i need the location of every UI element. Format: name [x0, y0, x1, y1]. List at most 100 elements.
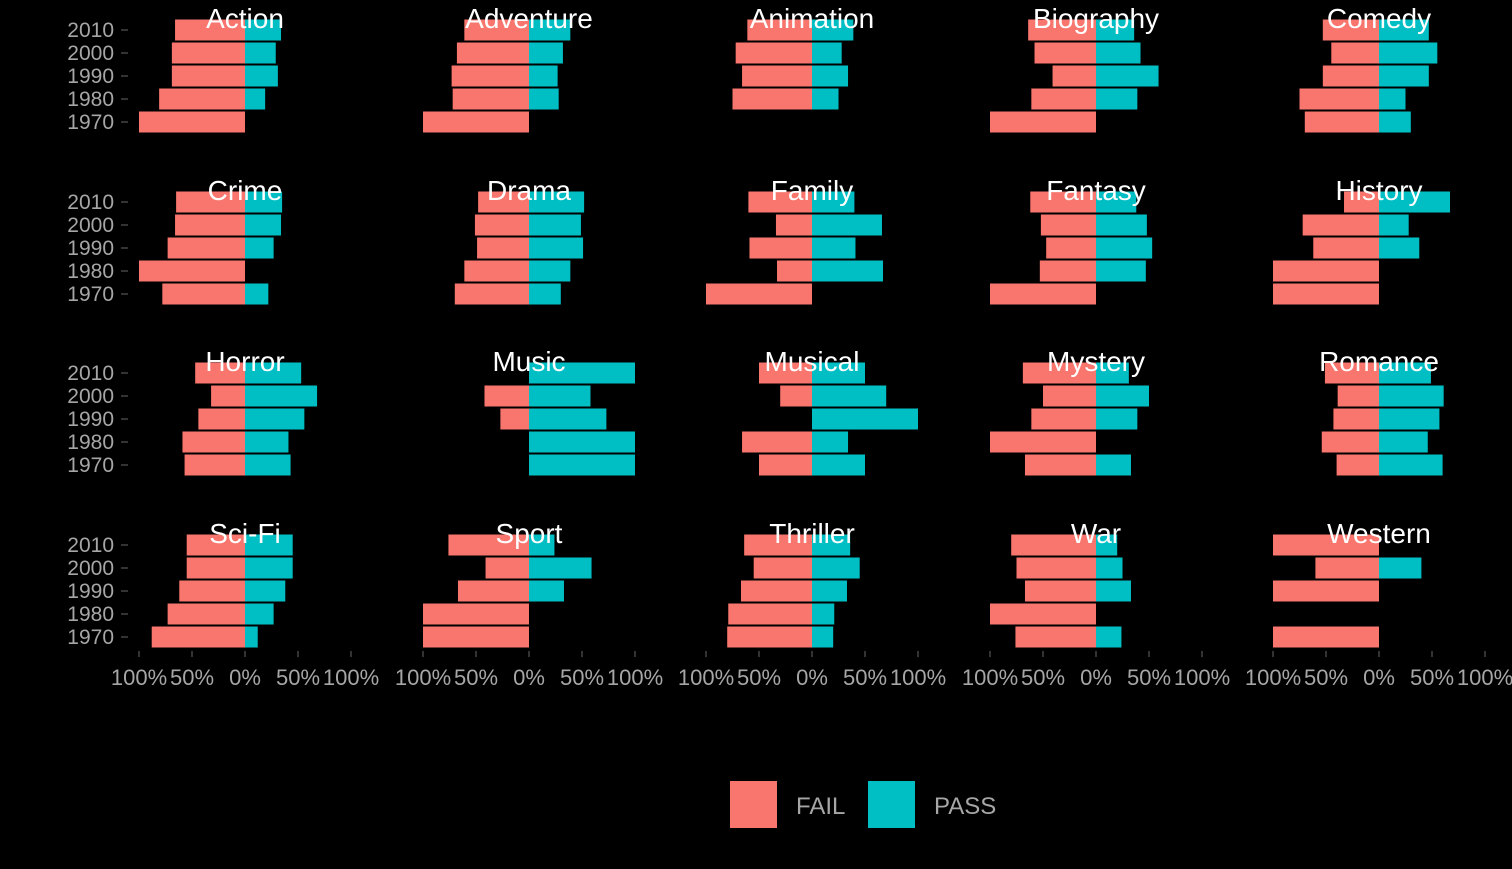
x-tick-label: 50% — [1410, 665, 1454, 690]
fail-bar — [1043, 385, 1096, 407]
facet-title: Sport — [496, 518, 563, 549]
fail-bar — [1273, 626, 1379, 648]
fail-bar — [1322, 65, 1379, 87]
pass-bar — [529, 454, 635, 476]
legend-key — [730, 781, 777, 828]
x-tick-label: 50% — [843, 665, 887, 690]
y-tick-label: 2010 — [67, 534, 114, 557]
fail-bar — [195, 362, 245, 384]
pass-bar — [529, 408, 607, 430]
y-tick-label: 1970 — [67, 454, 114, 477]
fail-bar — [1331, 42, 1379, 64]
fail-bar — [451, 65, 529, 87]
fail-bar — [478, 191, 529, 213]
pass-bar — [812, 237, 856, 259]
facet-title: Action — [206, 3, 284, 34]
pass-bar — [529, 580, 564, 602]
facet-panel-western: Western — [1273, 518, 1431, 648]
fail-bar — [1022, 362, 1096, 384]
pass-bar — [245, 431, 289, 453]
fail-bar — [742, 65, 812, 87]
pass-bar — [529, 557, 592, 579]
fail-bar — [1039, 260, 1096, 282]
x-tick-label: 50% — [276, 665, 320, 690]
fail-bar — [744, 534, 812, 556]
y-tick-label: 1990 — [67, 580, 114, 603]
fail-bar — [500, 408, 529, 430]
fail-bar — [167, 237, 245, 259]
fail-bar — [423, 111, 529, 133]
pass-bar — [245, 42, 276, 64]
y-tick-label: 2000 — [67, 385, 114, 408]
pass-bar — [245, 385, 318, 407]
fail-bar — [990, 431, 1096, 453]
pass-bar — [1379, 362, 1431, 384]
fail-bar — [1273, 534, 1379, 556]
x-tick-label: 100% — [323, 665, 379, 690]
x-tick-label: 50% — [1021, 665, 1065, 690]
fail-bar — [1324, 362, 1379, 384]
x-tick-label: 100% — [1245, 665, 1301, 690]
fail-bar — [1040, 214, 1096, 236]
facet-panel-sport: Sport — [423, 518, 592, 648]
x-axis-col-2: 100% 50% 0% 50% 100% — [395, 651, 663, 690]
pass-bar — [1096, 626, 1122, 648]
fail-bar — [780, 385, 812, 407]
fail-bar — [211, 385, 245, 407]
x-axis-col-1: 100% 50% 0% 50% 100% — [111, 651, 379, 690]
pass-bar — [1096, 260, 1146, 282]
fail-bar — [139, 260, 245, 282]
fail-bar — [423, 603, 529, 625]
y-tick-label: 1980 — [67, 603, 114, 626]
pass-bar — [1096, 534, 1118, 556]
facet-title: Mystery — [1047, 346, 1145, 377]
x-axis-col-5: 100% 50% 0% 50% 100% — [1245, 651, 1512, 690]
x-tick-label: 50% — [1304, 665, 1348, 690]
fail-bar — [1344, 191, 1379, 213]
pass-bar — [1096, 88, 1138, 110]
facet-panel-musical: Musical — [742, 346, 918, 476]
pass-bar — [812, 557, 860, 579]
fail-bar — [484, 385, 529, 407]
legend-key — [868, 781, 915, 828]
pass-bar — [245, 362, 302, 384]
fail-bar — [171, 65, 245, 87]
x-tick-label: 50% — [737, 665, 781, 690]
legend-item-fail: FAIL — [730, 781, 845, 828]
fail-bar — [732, 88, 812, 110]
pass-bar — [529, 534, 555, 556]
fail-bar — [448, 534, 529, 556]
facet-panel-romance: Romance — [1319, 346, 1444, 476]
pass-bar — [245, 65, 278, 87]
facet-title: Family — [771, 175, 853, 206]
x-tick-label: 50% — [454, 665, 498, 690]
facet-panel-drama: Drama — [454, 175, 585, 305]
facet-title: War — [1071, 518, 1121, 549]
x-tick-label: 0% — [796, 665, 828, 690]
pass-bar — [245, 626, 258, 648]
y-tick-label: 1970 — [67, 626, 114, 649]
pass-bar — [1379, 385, 1444, 407]
fail-bar — [139, 111, 245, 133]
fail-bar — [464, 260, 529, 282]
x-tick-label: 0% — [513, 665, 545, 690]
facet-title: Horror — [205, 346, 284, 377]
fail-bar — [162, 283, 245, 305]
pass-bar — [812, 214, 882, 236]
pass-bar — [245, 214, 282, 236]
pass-bar — [812, 454, 865, 476]
pass-bar — [529, 260, 571, 282]
pass-bar — [1096, 557, 1123, 579]
pass-bar — [812, 626, 834, 648]
facet-title: History — [1335, 175, 1422, 206]
fail-bar — [775, 214, 812, 236]
fail-bar — [167, 603, 245, 625]
pass-bar — [529, 431, 635, 453]
y-tick-label: 2000 — [67, 214, 114, 237]
y-tick-label: 2010 — [67, 362, 114, 385]
fail-bar — [727, 626, 812, 648]
pass-bar — [1096, 237, 1153, 259]
legend-label: PASS — [934, 793, 996, 820]
